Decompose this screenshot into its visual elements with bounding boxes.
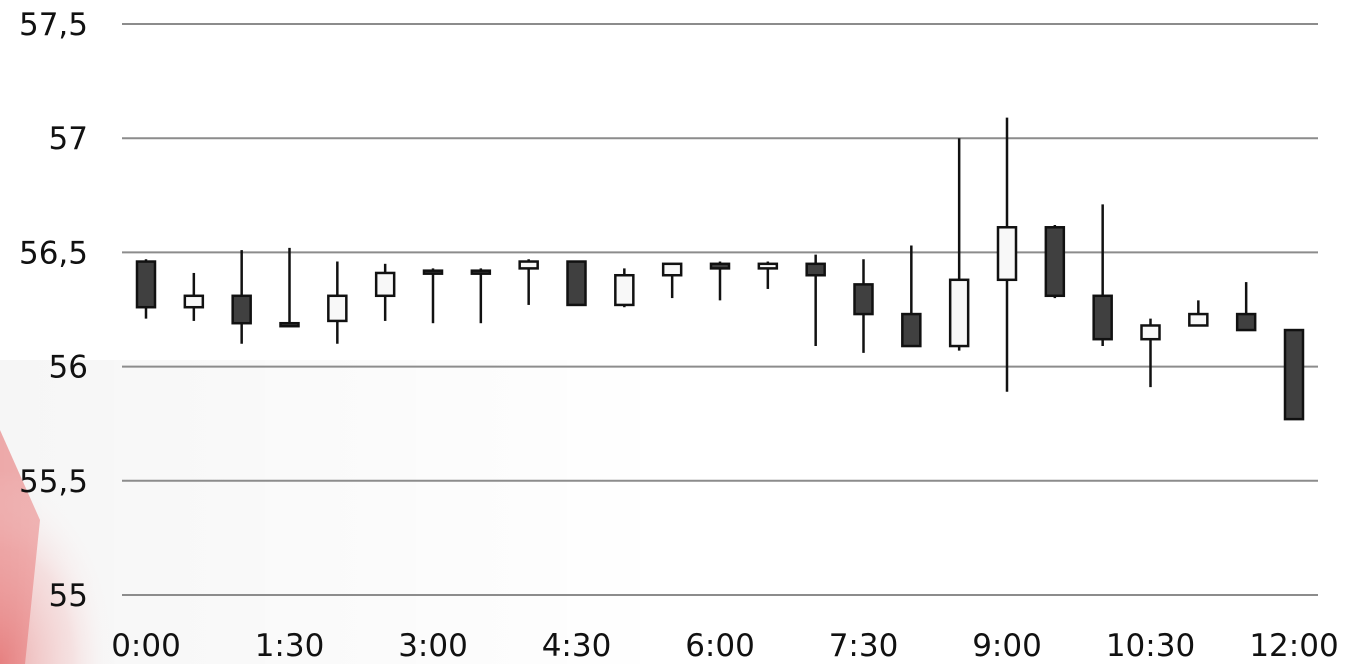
y-tick-label: 55,5 <box>19 464 88 500</box>
candles <box>135 117 1305 421</box>
candle-body-down <box>1092 294 1113 341</box>
background-decoration <box>0 360 680 664</box>
y-tick-label: 56 <box>49 350 88 386</box>
candle-body-down <box>135 260 157 309</box>
candle-body-up <box>1188 312 1209 327</box>
candle <box>614 268 635 308</box>
candle-body-down <box>853 283 874 316</box>
candle <box>1188 300 1209 327</box>
candle-body-down <box>279 321 300 328</box>
candle-body-down <box>805 262 826 277</box>
candle <box>1283 328 1305 421</box>
candle-body-up <box>1140 324 1161 341</box>
candle-body-up <box>183 294 205 309</box>
y-tick-label: 57 <box>49 121 88 157</box>
candle <box>757 261 779 289</box>
candle-body-down <box>470 269 492 275</box>
x-tick-label: 4:30 <box>542 628 612 664</box>
candle <box>1044 224 1066 299</box>
x-tick-label: 12:00 <box>1249 628 1338 664</box>
candle <box>1140 318 1161 388</box>
x-tick-label: 10:30 <box>1106 628 1195 664</box>
candle <box>470 268 492 324</box>
candle-body-down <box>231 294 252 325</box>
candle <box>566 260 587 307</box>
y-tick-label: 57,5 <box>19 7 88 43</box>
x-tick-label: 3:00 <box>398 628 468 664</box>
candle <box>853 259 874 353</box>
x-axis-labels: 0:00 1:30 3:00 4:30 6:00 7:30 9:00 10:30 12:00 <box>111 628 1338 664</box>
candle-body-down <box>1044 226 1066 298</box>
candle <box>518 259 539 305</box>
y-tick-label: 56,5 <box>19 235 88 271</box>
candle-body-up <box>327 294 348 323</box>
candle-body-down <box>422 269 444 275</box>
gridlines <box>122 23 1318 596</box>
candle-body-up <box>614 273 635 307</box>
candle <box>948 138 970 351</box>
candle-body-down <box>1283 328 1305 421</box>
candle-body-down <box>901 312 922 348</box>
candle-body-down <box>709 262 731 270</box>
candle-body-up <box>661 262 683 277</box>
candle <box>279 247 300 328</box>
candle <box>661 262 683 299</box>
candle-body-down <box>1235 312 1257 332</box>
candle <box>183 272 205 321</box>
y-tick-label: 55 <box>49 578 88 614</box>
candle-body-up <box>948 278 970 348</box>
x-tick-label: 0:00 <box>111 628 181 664</box>
x-tick-label: 1:30 <box>255 628 325 664</box>
x-tick-label: 9:00 <box>972 628 1042 664</box>
y-axis-labels: 55 55,5 56 56,5 57 57,5 <box>19 7 88 614</box>
candle-body-down <box>566 260 587 307</box>
candle <box>327 261 348 344</box>
candle <box>901 245 922 348</box>
candle <box>805 254 826 347</box>
candle <box>422 268 444 324</box>
candle-body-up <box>757 262 779 270</box>
candle <box>1235 282 1257 332</box>
candle <box>709 261 731 301</box>
candle-body-up <box>518 260 539 270</box>
candle-body-up <box>996 226 1018 282</box>
candle <box>135 259 157 319</box>
x-tick-label: 7:30 <box>829 628 899 664</box>
x-tick-label: 6:00 <box>685 628 755 664</box>
candle <box>1092 204 1113 347</box>
candle <box>996 117 1018 392</box>
candle-body-up <box>374 271 396 298</box>
candle <box>231 250 252 344</box>
candle <box>374 263 396 321</box>
